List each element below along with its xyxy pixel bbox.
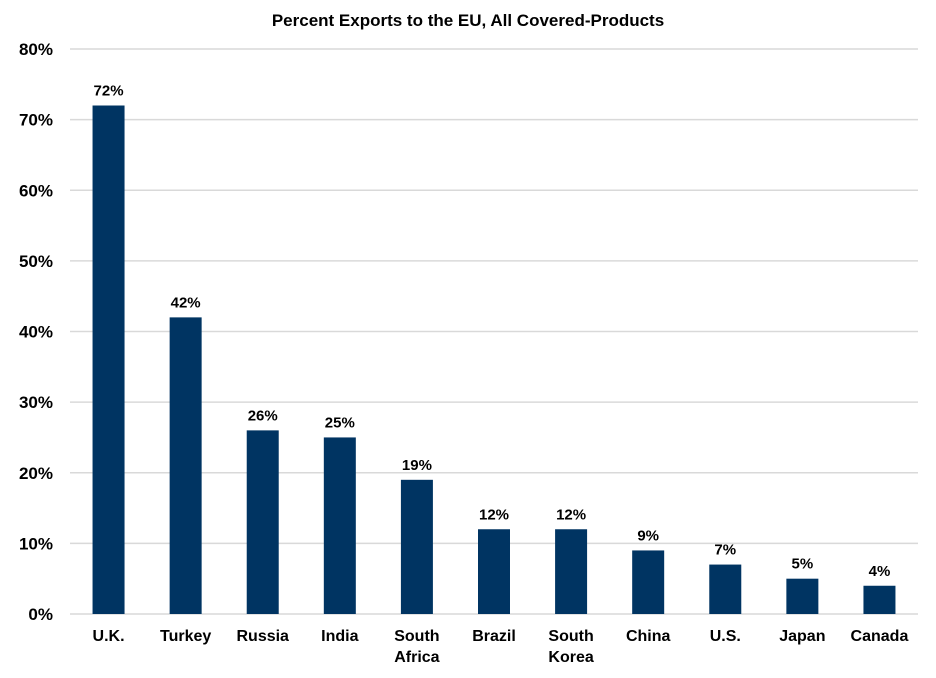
bars bbox=[92, 105, 896, 614]
data-label: 12% bbox=[556, 506, 586, 523]
data-label: 5% bbox=[792, 556, 814, 573]
y-tick-label: 20% bbox=[19, 464, 53, 483]
data-label: 19% bbox=[402, 457, 432, 474]
data-label: 9% bbox=[637, 527, 659, 544]
x-tick-label-line: Korea bbox=[548, 649, 593, 666]
y-tick-label: 0% bbox=[28, 605, 53, 624]
x-tick-label: India bbox=[321, 628, 358, 645]
y-tick-label: 50% bbox=[19, 252, 53, 271]
x-tick-label: Brazil bbox=[472, 628, 516, 645]
data-label: 12% bbox=[479, 506, 509, 523]
data-label: 42% bbox=[171, 294, 201, 311]
bar bbox=[323, 437, 356, 614]
x-tick-label: Canada bbox=[851, 628, 909, 645]
data-labels: 72% 42% 26% 25% 19% 12% 12% 9% 7% 5% 4% bbox=[94, 83, 891, 580]
y-tick-label: 10% bbox=[19, 534, 53, 553]
x-tick-label: U.K. bbox=[93, 628, 125, 645]
x-tick-label-line: South bbox=[394, 628, 439, 645]
y-tick-label: 60% bbox=[19, 181, 53, 200]
bar bbox=[478, 529, 510, 614]
bar bbox=[709, 564, 742, 614]
bar bbox=[632, 550, 665, 614]
x-tick-label: China bbox=[626, 628, 671, 645]
data-label: 25% bbox=[325, 414, 355, 431]
x-tick-label-line: South bbox=[548, 628, 593, 645]
chart-title: Percent Exports to the EU, All Covered-P… bbox=[272, 11, 664, 30]
bar bbox=[863, 585, 896, 614]
bar bbox=[169, 317, 202, 614]
data-label: 7% bbox=[714, 542, 736, 559]
data-label: 26% bbox=[248, 407, 278, 424]
y-tick-label: 80% bbox=[19, 40, 53, 59]
bar bbox=[555, 529, 588, 614]
x-tick-label: South Korea bbox=[548, 628, 593, 666]
x-tick-label: Russia bbox=[236, 628, 289, 645]
x-tick-label: U.S. bbox=[710, 628, 741, 645]
data-label: 72% bbox=[94, 83, 124, 100]
gridlines bbox=[70, 48, 918, 615]
x-tick-label: Turkey bbox=[160, 628, 211, 645]
x-tick-label: Japan bbox=[779, 628, 825, 645]
bar bbox=[786, 578, 819, 614]
x-axis-ticks: U.K. Turkey Russia India South Africa Brazil So… bbox=[93, 628, 909, 666]
data-label: 4% bbox=[869, 563, 891, 580]
x-tick-label-line: Africa bbox=[394, 649, 439, 666]
bar bbox=[92, 105, 125, 614]
y-tick-label: 40% bbox=[19, 323, 53, 342]
x-tick-label: South Africa bbox=[394, 628, 439, 666]
bar bbox=[400, 479, 433, 614]
y-tick-label: 70% bbox=[19, 111, 53, 130]
bar bbox=[246, 430, 279, 614]
y-tick-label: 30% bbox=[19, 393, 53, 412]
y-axis-ticks: 0% 10% 20% 30% 40% 50% 60% 70% 80% bbox=[19, 40, 53, 624]
